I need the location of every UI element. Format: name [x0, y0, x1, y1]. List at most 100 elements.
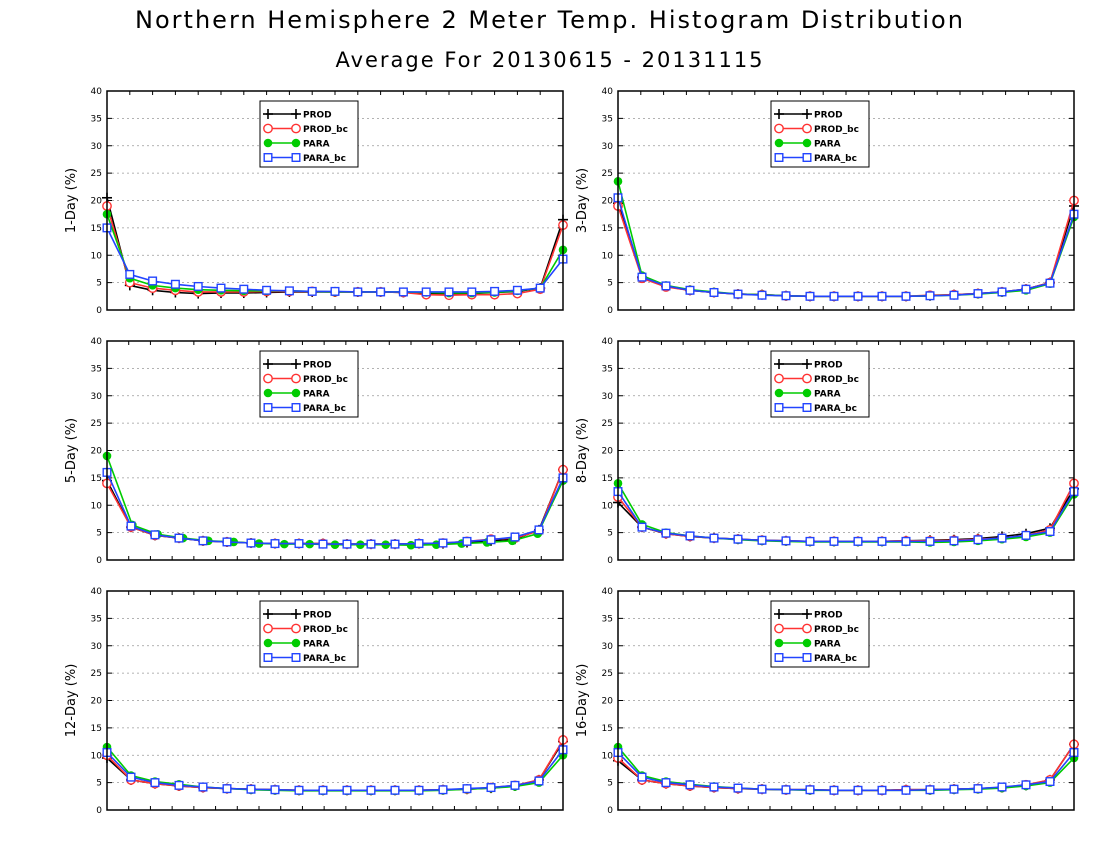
- legend-marker: [774, 388, 784, 398]
- data-point-para-bc: [366, 539, 376, 549]
- plot-frame: [617, 590, 1075, 811]
- legend: PROD PROD_bc PARA PARA_bc: [259, 350, 359, 418]
- data-point-para-bc: [270, 539, 280, 549]
- y-tick-label: 30: [91, 392, 103, 402]
- data-point-para-bc: [490, 286, 500, 296]
- data-point-para-bc: [535, 283, 545, 293]
- data-point-para-bc: [366, 785, 376, 795]
- legend-label: PROD_bc: [814, 125, 859, 135]
- legend-marker: [802, 138, 812, 148]
- data-point-para-bc: [757, 784, 767, 794]
- data-point-para-bc: [398, 287, 408, 297]
- data-point-para-bc: [829, 291, 839, 301]
- data-point-para-bc: [877, 536, 887, 546]
- legend-marker: [802, 403, 812, 413]
- legend: PROD PROD_bc PARA PARA_bc: [259, 600, 359, 668]
- y-tick-label: 25: [602, 169, 613, 179]
- data-point-para-bc: [925, 785, 935, 795]
- y-tick-label: 40: [91, 587, 103, 597]
- legend-marker: [774, 403, 784, 413]
- data-point-para-bc: [294, 785, 304, 795]
- y-tick-label: 40: [602, 337, 614, 347]
- legend: PROD PROD_bc PARA PARA_bc: [770, 350, 870, 418]
- y-tick-label: 15: [602, 224, 613, 234]
- data-point-para-bc: [510, 532, 520, 542]
- legend-marker: [263, 638, 273, 648]
- data-point-para-bc: [781, 291, 791, 301]
- data-point-para-bc: [444, 287, 454, 297]
- data-point-para-bc: [709, 287, 719, 297]
- data-point-para-bc: [853, 291, 863, 301]
- legend-marker: [774, 138, 784, 148]
- series-line-para-bc: [617, 197, 1075, 298]
- data-point-para-bc: [805, 785, 815, 795]
- data-point-para-bc: [126, 772, 136, 782]
- y-tick-label: 40: [602, 87, 614, 97]
- legend: PROD PROD_bc PARA PARA_bc: [259, 100, 359, 168]
- data-point-para-bc: [486, 783, 496, 793]
- legend-marker: [291, 138, 301, 148]
- y-axis-label: 5-Day (%): [64, 418, 79, 483]
- data-point-para-bc: [925, 536, 935, 546]
- data-point-para-bc: [853, 536, 863, 546]
- data-point-para-bc: [342, 785, 352, 795]
- data-point-para-bc: [757, 535, 767, 545]
- y-tick-label: 25: [602, 669, 613, 679]
- legend-label: PARA_bc: [303, 154, 346, 164]
- data-point-para-bc: [805, 291, 815, 301]
- y-tick-label: 40: [91, 337, 103, 347]
- legend-label: PARA: [303, 640, 330, 650]
- data-point-para-bc: [438, 538, 448, 548]
- data-point-para-bc: [733, 289, 743, 299]
- legend-label: PARA_bc: [303, 654, 346, 664]
- data-point-para-bc: [462, 536, 472, 546]
- y-tick-label: 15: [91, 224, 102, 234]
- data-point-para-bc: [193, 281, 203, 291]
- data-point-para-bc: [198, 782, 208, 792]
- legend-marker: [263, 403, 273, 413]
- data-point-para-bc: [318, 785, 328, 795]
- y-tick-label: 35: [91, 364, 102, 374]
- legend-label: PARA_bc: [303, 404, 346, 414]
- data-point-para-bc: [284, 286, 294, 296]
- plot-frame: [617, 340, 1075, 561]
- y-tick-label: 20: [91, 197, 103, 207]
- data-point-para-bc: [685, 531, 695, 541]
- y-tick-label: 25: [91, 669, 102, 679]
- legend-label: PROD: [814, 361, 843, 371]
- y-tick-label: 40: [602, 587, 614, 597]
- legend-label: PROD_bc: [303, 125, 348, 135]
- legend-marker: [802, 638, 812, 648]
- page-subtitle: Average For 20130615 - 20131115: [335, 48, 765, 72]
- data-point-para-bc: [246, 784, 256, 794]
- data-point-para-bc: [997, 533, 1007, 543]
- data-point-para-bc: [353, 287, 363, 297]
- legend-marker: [774, 152, 784, 162]
- legend-marker: [291, 623, 301, 634]
- y-tick-label: 15: [91, 724, 102, 734]
- data-point-para-bc: [438, 785, 448, 795]
- legend-marker: [802, 123, 812, 134]
- y-tick-label: 35: [602, 364, 613, 374]
- data-point-para-bc: [270, 785, 280, 795]
- data-point-para-bc: [170, 279, 180, 289]
- series-line-prod-bc: [106, 469, 564, 545]
- legend-label: PROD_bc: [303, 625, 348, 635]
- y-axis-label: 3-Day (%): [575, 168, 590, 233]
- legend-marker: [774, 623, 784, 634]
- legend-marker: [802, 623, 812, 634]
- y-axis-label: 8-Day (%): [575, 418, 590, 483]
- y-tick-label: 10: [91, 501, 103, 511]
- legend-label: PARA_bc: [814, 654, 857, 664]
- y-tick-label: 15: [602, 724, 613, 734]
- legend-marker: [802, 653, 812, 663]
- series-line-prod: [106, 197, 564, 295]
- y-axis-label: 1-Day (%): [64, 168, 79, 233]
- data-point-para-bc: [330, 286, 340, 296]
- data-point-para-bc: [390, 539, 400, 549]
- data-point-para-bc: [829, 536, 839, 546]
- y-tick-label: 0: [96, 806, 102, 816]
- data-point-para-bc: [661, 281, 671, 291]
- plot-frame: [106, 340, 564, 561]
